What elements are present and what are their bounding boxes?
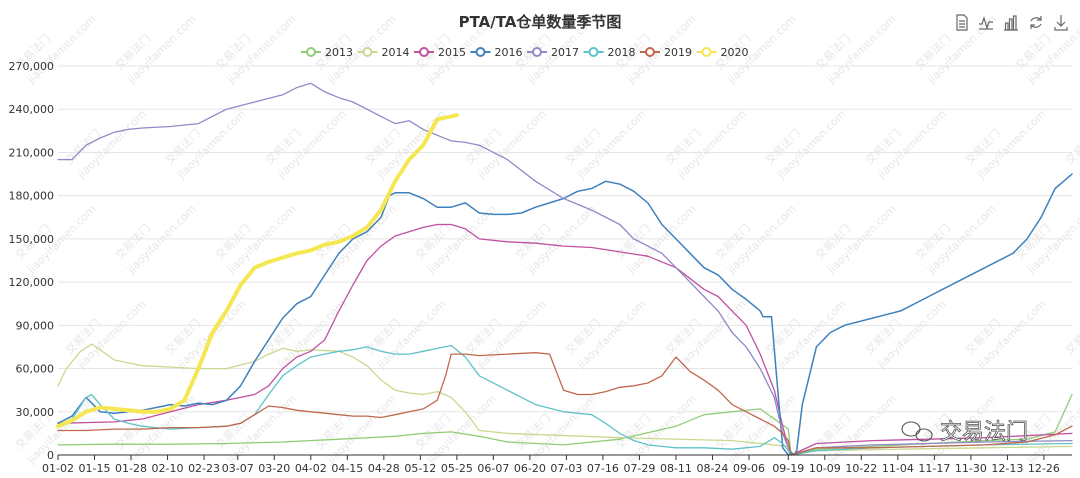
x-tick-label: 07-03	[550, 462, 582, 475]
x-tick-label: 04-02	[295, 462, 327, 475]
y-tick-label: 60,000	[16, 363, 55, 376]
x-tick-label: 11-17	[918, 462, 950, 475]
x-tick-label: 09-06	[733, 462, 765, 475]
x-tick-label: 01-28	[115, 462, 147, 475]
legend-item-2014[interactable]: 2014	[357, 46, 410, 59]
legend-label: 2020	[721, 46, 749, 59]
legend-marker	[475, 47, 486, 57]
y-tick-label: 30,000	[16, 406, 55, 419]
x-tick-label: 10-22	[845, 462, 877, 475]
x-tick-label: 04-28	[368, 462, 400, 475]
x-tick-label: 01-15	[79, 462, 111, 475]
data-view-icon[interactable]	[956, 14, 968, 31]
y-tick-label: 120,000	[9, 276, 55, 289]
x-tick-label: 12-13	[991, 462, 1023, 475]
x-tick-label: 12-26	[1028, 462, 1060, 475]
series-line-2019[interactable]	[57, 352, 1073, 456]
series-line-2015[interactable]	[57, 223, 1073, 456]
series-layer	[56, 82, 1073, 456]
legend-item-2020[interactable]: 2020	[696, 46, 749, 59]
wechat-icon	[901, 421, 933, 442]
x-tick-label: 03-07	[222, 462, 254, 475]
x-tick-label: 06-07	[477, 462, 509, 475]
x-tick-label: 05-25	[441, 462, 473, 475]
bar-chart-icon[interactable]	[1004, 15, 1018, 31]
legend-label: 2017	[551, 46, 579, 59]
series-line-2018[interactable]	[57, 344, 1073, 456]
x-tick-label: 06-20	[514, 462, 546, 475]
legend-marker	[588, 47, 599, 57]
legend-item-2013[interactable]: 2013	[301, 46, 353, 59]
watermark-badge: 交易法门	[901, 420, 1028, 445]
chart-title: PTA/TA仓单数量季节图	[459, 13, 622, 31]
series-line-2014[interactable]	[57, 343, 1073, 456]
series-line-2017[interactable]	[57, 82, 1073, 456]
y-tick-label: 0	[47, 449, 54, 462]
legend-label: 2016	[495, 46, 523, 59]
watermark-text: 交易法门	[1062, 126, 1080, 167]
y-tick-label: 240,000	[9, 103, 55, 116]
legend: 2013 2014 2015 2016 2017 2018 2019 2020	[301, 46, 749, 59]
watermark-text: 交易法门	[1062, 316, 1080, 357]
legend-marker	[419, 47, 429, 57]
axis-layer: 0 30,000 60,000 90,000 120,000 150,000 180,000…	[9, 60, 1072, 475]
x-tick-label: 02-23	[188, 462, 220, 475]
x-tick-label: 08-11	[660, 462, 692, 475]
line-chart-icon[interactable]	[979, 16, 993, 30]
x-tick-label: 01-02	[42, 462, 74, 475]
x-tick-label: 07-16	[587, 462, 619, 475]
legend-label: 2018	[608, 46, 636, 59]
legend-marker	[645, 47, 655, 57]
x-tick-label: 02-10	[152, 462, 184, 475]
legend-label: 2014	[382, 46, 410, 59]
legend-item-2017[interactable]: 2017	[527, 46, 579, 59]
legend-marker	[532, 47, 542, 57]
x-tick-label: 09-19	[772, 462, 804, 475]
legend-item-2015[interactable]: 2015	[414, 46, 466, 59]
x-tick-label: 11-30	[955, 462, 987, 475]
y-tick-label: 150,000	[9, 233, 55, 246]
y-tick-label: 90,000	[16, 319, 55, 332]
y-tick-label: 270,000	[9, 60, 55, 73]
x-tick-label: 08-24	[696, 462, 728, 475]
legend-label: 2013	[325, 46, 353, 59]
series-line-2020[interactable]	[56, 113, 459, 429]
legend-item-2019[interactable]: 2019	[640, 46, 692, 59]
legend-item-2016[interactable]: 2016	[470, 46, 523, 59]
legend-item-2018[interactable]: 2018	[583, 46, 636, 59]
refresh-icon[interactable]	[1030, 16, 1042, 29]
toolbar	[956, 14, 1068, 31]
legend-marker	[362, 47, 373, 57]
x-tick-label: 07-29	[623, 462, 655, 475]
series-line-2016[interactable]	[57, 173, 1073, 456]
legend-marker	[306, 47, 316, 57]
watermark-badge-text: 交易法门	[940, 420, 1028, 445]
x-tick-label: 05-12	[404, 462, 436, 475]
y-tick-label: 180,000	[9, 190, 55, 203]
x-tick-label: 11-04	[882, 462, 914, 475]
legend-label: 2019	[664, 46, 692, 59]
x-tick-label: 03-20	[258, 462, 290, 475]
download-icon[interactable]	[1054, 15, 1068, 31]
x-tick-label: 10-09	[809, 462, 841, 475]
legend-marker	[701, 47, 712, 57]
y-tick-label: 210,000	[9, 146, 55, 159]
x-tick-label: 04-15	[331, 462, 363, 475]
legend-label: 2015	[438, 46, 466, 59]
